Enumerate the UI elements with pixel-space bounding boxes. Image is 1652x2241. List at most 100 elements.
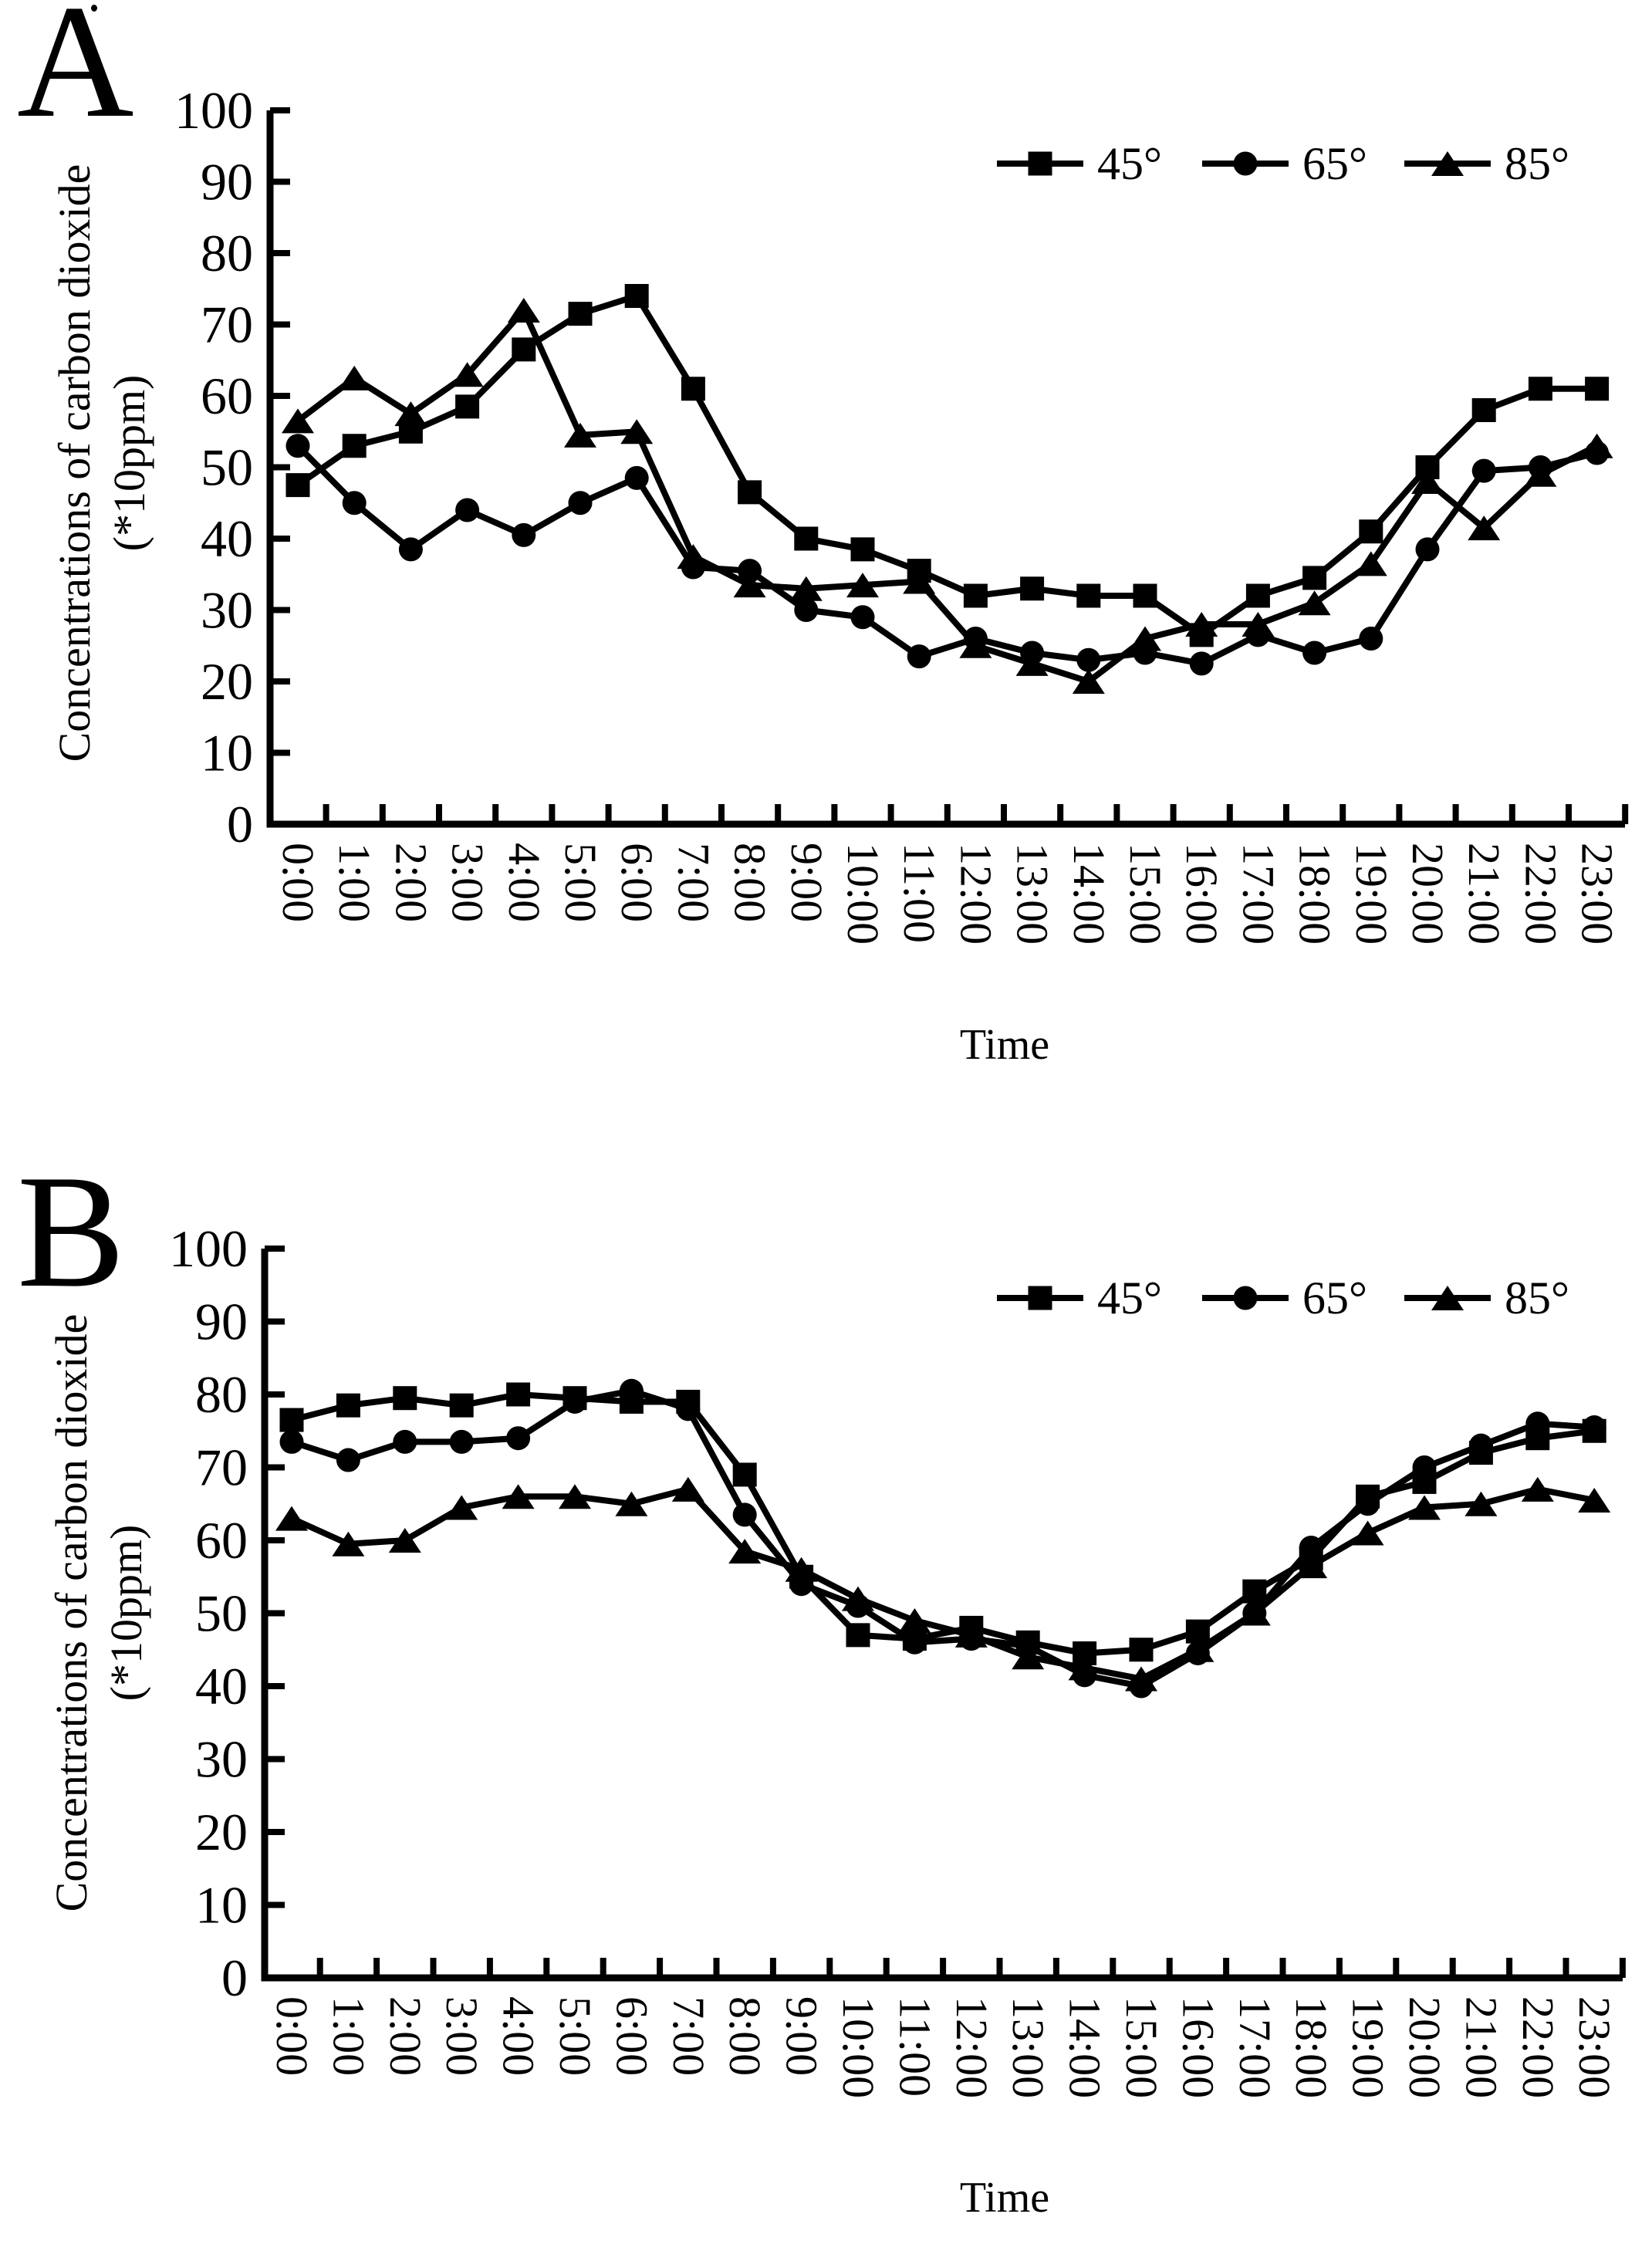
x-tick-label-b: 4:00 (494, 1996, 544, 2076)
data-point-a-circle (1359, 627, 1383, 651)
data-point-a-triangle (507, 298, 540, 323)
data-point-b-circle (279, 1429, 304, 1454)
data-point-a-square (1528, 377, 1552, 401)
y-tick-label-b: 20 (195, 1803, 248, 1861)
data-point-b-triangle (1181, 1637, 1215, 1662)
data-point-a-square (794, 526, 819, 551)
data-point-b-circle (1582, 1415, 1606, 1440)
data-point-b-circle (506, 1426, 531, 1451)
y-tick-label-b: 80 (195, 1365, 248, 1424)
y-axis-title-b: Concentrations of carbon dioxide (*10ppm… (45, 1150, 160, 2076)
x-axis-title-a: Time (959, 1021, 1050, 1069)
x-tick-label-a: 4:00 (499, 843, 549, 922)
data-point-a-circle (568, 491, 593, 515)
data-point-b-circle (1356, 1492, 1380, 1516)
data-point-a-triangle (1468, 515, 1501, 541)
data-point-b-triangle (785, 1557, 818, 1582)
data-point-b-triangle (502, 1484, 535, 1509)
x-tick-label-b: 0:00 (267, 1996, 317, 2076)
y-tick-label-a: 80 (201, 224, 253, 282)
axis-lines-b (261, 1249, 1623, 1982)
x-tick-label-a: 18:00 (1290, 843, 1340, 945)
data-point-a-square (1245, 583, 1270, 608)
data-point-b-triangle (445, 1495, 478, 1520)
data-point-a-square (1359, 519, 1383, 544)
data-point-b-circle (902, 1630, 927, 1655)
data-point-a-circle (1076, 647, 1101, 672)
y-tick-label-b: 90 (195, 1293, 248, 1351)
x-tick-label-b: 7:00 (664, 1996, 714, 2076)
data-point-a-square (1585, 377, 1610, 401)
x-tick-label-b: 1:00 (323, 1996, 373, 2076)
y-tick-label-a: 10 (201, 724, 253, 782)
x-tick-label-b: 23:00 (1569, 1996, 1620, 2098)
x-tick-label-a: 20:00 (1403, 843, 1453, 945)
data-point-a-triangle (564, 422, 596, 448)
y-tick-label-a: 0 (227, 795, 253, 853)
data-point-b-square (336, 1393, 360, 1418)
x-tick-label-b: 14:00 (1060, 1996, 1110, 2098)
data-point-a-square (963, 583, 988, 608)
data-point-a-triangle (789, 576, 823, 601)
data-point-a-triangle (733, 573, 766, 598)
x-tick-label-b: 13:00 (1003, 1996, 1053, 2098)
stray-mark (91, 5, 97, 12)
data-point-a-triangle (1015, 651, 1049, 676)
x-tick-label-b: 11:00 (890, 1996, 940, 2097)
data-point-a-circle (624, 465, 649, 490)
data-point-a-triangle (1185, 612, 1218, 637)
data-point-b-circle (676, 1397, 701, 1421)
chart-panel-b: 0 10 20 30 40 50 60 70 80 90 100 0:00 1:00 2:00 3:00 4:… (169, 1219, 1626, 2098)
data-point-a-triangle (1298, 590, 1331, 616)
x-tick-label-b: 18:00 (1286, 1996, 1336, 2098)
x-tick-label-b: 8:00 (720, 1996, 770, 2076)
x-tick-label-b: 20:00 (1400, 1996, 1450, 2098)
legend-label: 85° (1505, 138, 1569, 189)
data-point-a-circle (1189, 651, 1214, 676)
data-point-b-circle (1525, 1411, 1550, 1436)
panel-label-a: A (17, 0, 134, 151)
data-point-a-triangle (338, 365, 371, 390)
data-point-b-circle (732, 1502, 757, 1527)
data-point-b-triangle (842, 1586, 874, 1611)
data-point-a-circle (850, 605, 875, 630)
x-tick-label-a: 9:00 (782, 843, 832, 922)
data-point-a-triangle (1072, 669, 1105, 694)
data-point-a-triangle (1524, 461, 1557, 487)
legend-marker-triangle (1431, 1286, 1464, 1310)
data-point-a-square (1302, 566, 1327, 590)
data-point-a-triangle (1129, 626, 1161, 651)
data-point-a-triangle (1580, 433, 1613, 458)
x-tick-label-b: 19:00 (1343, 1996, 1394, 2098)
data-point-a-square (512, 337, 536, 362)
x-tick-label-a: 2:00 (386, 843, 436, 922)
y-tick-label-a: 50 (201, 438, 253, 497)
data-point-b-square (846, 1623, 870, 1648)
data-point-a-square (342, 434, 367, 458)
data-point-b-circle (1412, 1455, 1437, 1479)
data-point-a-circle (738, 559, 762, 583)
legend-entry-a-2: 85° (1404, 138, 1569, 189)
legend-entry-b-0: 45° (997, 1273, 1162, 1323)
data-point-b-triangle (1465, 1491, 1498, 1516)
data-point-b-triangle (615, 1491, 648, 1516)
x-tick-label-a: 10:00 (838, 843, 888, 945)
x-tick-label-b: 3:00 (437, 1996, 487, 2076)
y-tick-label-a: 40 (201, 509, 253, 568)
legend-marker-square (1028, 151, 1052, 176)
y-tick-label-a: 60 (201, 367, 253, 425)
y-axis-title-a-line2: (*10ppm) (103, 374, 154, 552)
data-point-a-square (738, 480, 762, 505)
x-tick-label-b: 17:00 (1230, 1996, 1280, 2098)
y-tick-label-b: 60 (195, 1511, 248, 1570)
series-line-a-circle (296, 443, 1598, 668)
y-tick-label-b: 100 (169, 1219, 248, 1278)
x-tick-label-b: 10:00 (833, 1996, 883, 2098)
y-tick-label-b: 50 (195, 1584, 248, 1643)
data-point-a-triangle (394, 401, 427, 427)
x-tick-label-b: 5:00 (550, 1996, 600, 2076)
data-point-b-triangle (1068, 1655, 1101, 1681)
legend-entry-b-1: 65° (1202, 1273, 1367, 1323)
